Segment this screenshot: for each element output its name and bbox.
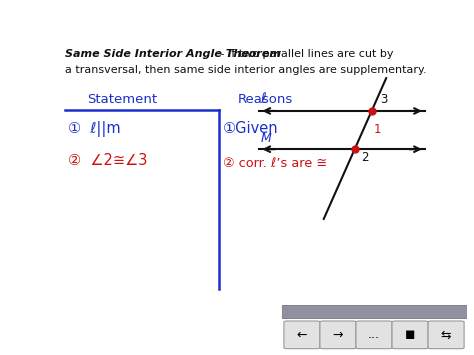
Text: a transversal, then same side interior angles are supplementary.: a transversal, then same side interior a… [65, 65, 427, 75]
Text: ...: ... [368, 328, 380, 342]
Text: ②  ∠2≅∠3: ② ∠2≅∠3 [68, 153, 148, 168]
Text: Same Side Interior Angle Theorem: Same Side Interior Angle Theorem [65, 49, 281, 59]
FancyBboxPatch shape [320, 321, 356, 349]
FancyBboxPatch shape [392, 321, 428, 349]
Text: 1: 1 [374, 123, 382, 136]
Bar [282, 305, 467, 318]
Text: ←: ← [297, 328, 307, 342]
Text: ◼: ◼ [405, 328, 415, 342]
Text: ② corr. ℓ’s are ≅: ② corr. ℓ’s are ≅ [223, 157, 327, 170]
Text: ①  ℓ||m: ① ℓ||m [68, 120, 121, 137]
Text: ①Given: ①Given [223, 120, 278, 136]
FancyBboxPatch shape [356, 321, 392, 349]
Text: M: M [260, 132, 271, 145]
Text: ℓ: ℓ [260, 92, 266, 106]
Text: 2: 2 [361, 151, 369, 164]
Text: Statement: Statement [87, 93, 157, 106]
Text: 3: 3 [380, 93, 387, 106]
FancyBboxPatch shape [284, 321, 320, 349]
Text: ⇆: ⇆ [441, 328, 451, 342]
Text: →: → [333, 328, 343, 342]
FancyBboxPatch shape [428, 321, 464, 349]
Text: Reasons: Reasons [237, 93, 292, 106]
Text: - If two parallel lines are cut by: - If two parallel lines are cut by [217, 49, 394, 59]
